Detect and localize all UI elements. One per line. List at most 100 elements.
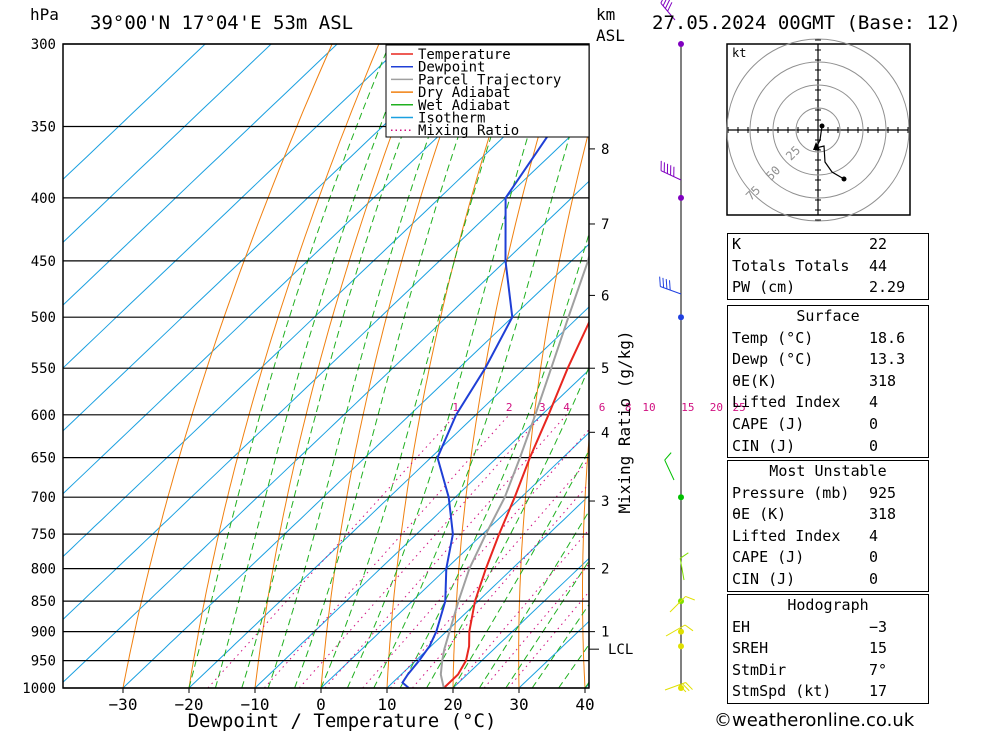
mixing-ratio-tick-label: 3	[539, 401, 546, 414]
wind-barb-flag	[664, 0, 671, 9]
hodograph-row: StmDir 7°	[728, 660, 928, 682]
wind-barb-staff	[679, 558, 685, 581]
dry-adiabat-line	[188, 44, 380, 688]
wind-barb-staff	[669, 596, 686, 613]
hodograph-label: StmSpd (kt)	[732, 682, 832, 701]
surface-row: CIN (J) 0	[728, 436, 928, 458]
mixing-ratio-tick-label: 8	[625, 401, 632, 414]
most-unstable-value: 0	[869, 569, 879, 588]
wind-barb-staff	[664, 682, 686, 691]
legend-label: Dry Adiabat	[418, 85, 511, 101]
hodograph-ring	[749, 61, 887, 199]
wind-level-dot	[678, 194, 684, 201]
pressure-tick-label: 800	[31, 562, 56, 578]
pressure-tick-label: 500	[31, 310, 56, 326]
x-tick-label: −30	[109, 695, 138, 714]
wind-barb	[660, 0, 676, 21]
wind-barb-flag	[662, 0, 668, 7]
pressure-tick-label: 450	[31, 254, 56, 270]
most-unstable-row: CIN (J) 0	[728, 569, 928, 591]
surface-row: Temp (°C) 18.6	[728, 328, 928, 350]
wet-adiabat-line	[188, 44, 390, 688]
dry-adiabat-line	[979, 44, 1000, 688]
surface-label: Dewp (°C)	[732, 350, 814, 369]
indices-value: 2.29	[869, 278, 906, 297]
wet-adiabat-line	[320, 44, 523, 688]
height-unit-label: km	[596, 5, 615, 24]
wind-barb-flag	[660, 0, 666, 4]
mixing-ratio-tick-label: 20	[710, 401, 723, 414]
wet-adiabat-line	[294, 44, 491, 688]
legend-label: Dewpoint	[418, 60, 485, 76]
most-unstable-label: θE (K)	[732, 505, 787, 524]
pressure-tick-label: 400	[31, 191, 56, 207]
surface-value: 13.3	[869, 350, 906, 369]
isotherm-line	[452, 557, 589, 688]
pressure-tick-label: 650	[31, 451, 56, 467]
surface-label: CAPE (J)	[732, 414, 805, 433]
wind-barb-staff	[660, 2, 676, 21]
wet-adiabat-line	[531, 603, 589, 688]
surface-label: Lifted Index	[732, 393, 841, 412]
most-unstable-title: Most Unstable	[769, 462, 887, 480]
indices-value: 44	[869, 256, 888, 275]
temperature-axis: −30 −20 −10 0 10 20 30 40	[109, 688, 595, 714]
wind-barb-flag	[667, 2, 673, 12]
storm-motion-marker	[813, 142, 820, 150]
isotherm-line	[63, 44, 338, 306]
isotherm-line	[63, 44, 272, 244]
isotherm-line	[386, 494, 589, 688]
wet-adiabat-line	[214, 44, 413, 688]
dry-adiabat-line	[320, 44, 473, 688]
wind-barb-flag	[662, 277, 665, 288]
pressure-tick-label: 300	[31, 37, 56, 53]
wind-barb-flag	[669, 280, 671, 291]
hodograph-label: EH	[732, 617, 751, 636]
km-tick-label: 5	[601, 361, 609, 377]
legend-label: Parcel Trajectory	[418, 72, 561, 88]
pressure-unit-label: hPa	[30, 5, 59, 24]
x-tick-label: 40	[575, 695, 594, 714]
surface-row: CAPE (J) 0	[728, 414, 928, 436]
wind-barb-flag	[685, 682, 693, 690]
most-unstable-value: 925	[869, 483, 897, 502]
mixing-ratio-labels: 1 2 3 4 6 8 10 15 20 25	[452, 401, 745, 414]
x-tick-label: 10	[377, 695, 396, 714]
hodograph-label: StmDir	[732, 660, 787, 679]
surface-row: θE(K) 318	[728, 371, 928, 393]
surface-value: 18.6	[869, 328, 906, 347]
series-parcel-trajectory	[439, 253, 589, 688]
pressure-axis: 300 350 400 450 500 550 600 650 700 750 800 850 900 9…	[22, 37, 56, 697]
km-tick-label: 1	[601, 625, 609, 641]
wind-level-dot	[678, 314, 684, 321]
mixing-ratio-tick-label: 10	[642, 401, 655, 414]
x-tick-label: −10	[241, 695, 270, 714]
dry-adiabat-line	[644, 44, 706, 688]
wind-barb	[664, 682, 693, 693]
pressure-tick-label: 700	[31, 490, 56, 506]
isotherm-line	[63, 44, 536, 495]
mixing-ratio-tick-label: 1	[452, 401, 459, 414]
isotherm-line	[63, 44, 470, 432]
wind-barb-flag	[682, 683, 690, 692]
most-unstable-row: CAPE (J) 0	[728, 547, 928, 569]
indices-value: 22	[869, 235, 888, 253]
hodograph-ring	[795, 107, 841, 153]
hodograph-table-title: Hodograph	[787, 596, 869, 614]
mixing-ratio-line	[453, 528, 589, 688]
wind-barb-staff	[665, 624, 686, 637]
surface-label: θE(K)	[732, 371, 778, 390]
legend-label: Isotherm	[418, 111, 485, 127]
pressure-tick-label: 550	[31, 361, 56, 377]
wind-level-dot	[678, 628, 684, 635]
most-unstable-label: CIN (J)	[732, 569, 796, 588]
wind-barb	[660, 160, 682, 181]
hodograph-value: 15	[869, 639, 888, 658]
surface-value: 318	[869, 371, 897, 390]
wind-barb-flag	[684, 624, 694, 632]
most-unstable-label: Pressure (mb)	[732, 483, 850, 502]
mixing-ratio-tick-label: 15	[681, 401, 694, 414]
series-lines	[401, 44, 589, 688]
most-unstable-row: θE (K) 318	[728, 504, 928, 526]
wind-barb-flag	[666, 163, 669, 174]
